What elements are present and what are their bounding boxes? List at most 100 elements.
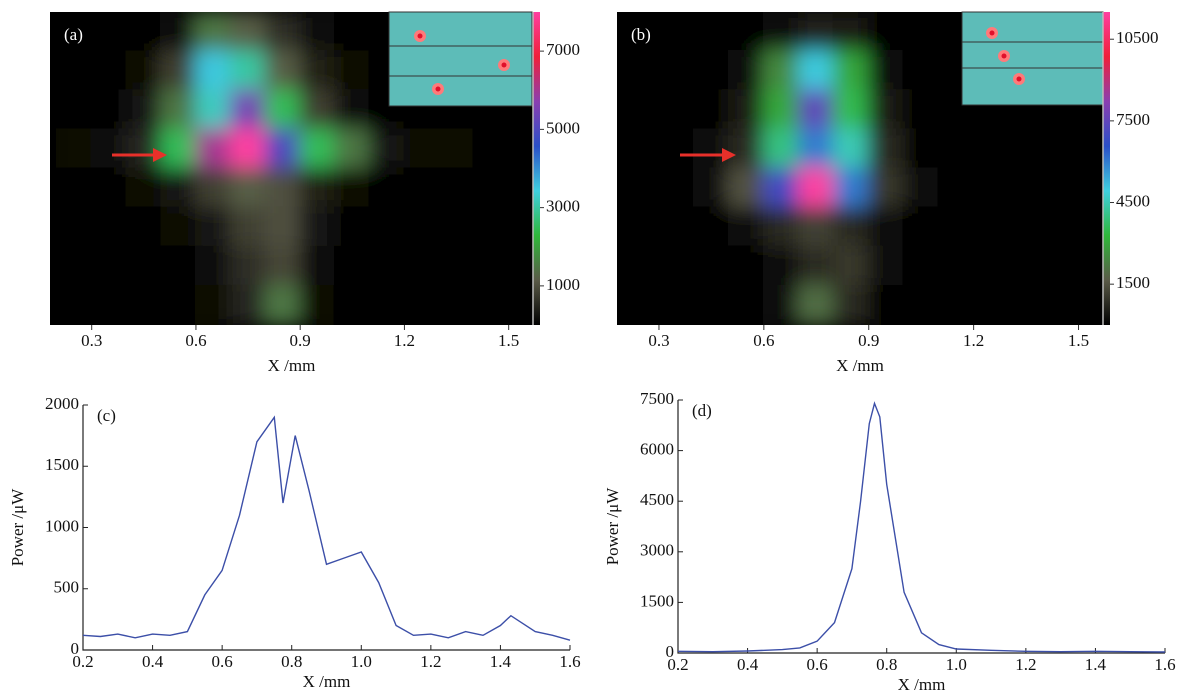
x-tick-label: 0.6 xyxy=(807,655,828,674)
heatmap-cell xyxy=(692,245,730,287)
x-tick-label: 1.0 xyxy=(351,652,372,671)
x-tick-label: 1.4 xyxy=(490,652,512,671)
heatmap-cell xyxy=(832,167,870,209)
heatmap-cell xyxy=(55,167,93,209)
inset-b xyxy=(961,11,1104,106)
heatmap-cell xyxy=(438,167,475,209)
x-tick-label: 0.2 xyxy=(667,655,688,674)
heatmap-cell xyxy=(194,50,232,92)
x-tick-label: 0.2 xyxy=(72,652,93,671)
y-tick-label: 6000 xyxy=(640,440,674,459)
heatmap-cell xyxy=(264,89,302,131)
heatmap-cell xyxy=(902,128,940,170)
y-axis-label: Power /μW xyxy=(603,487,622,566)
heatmap-cell xyxy=(229,89,267,131)
axes-frame xyxy=(82,405,570,651)
heatmap-cell xyxy=(472,128,510,170)
x-axis-label: X /mm xyxy=(268,356,316,375)
y-tick-label: 0 xyxy=(666,642,675,661)
panel-label: (a) xyxy=(64,25,83,44)
heatmap-cell xyxy=(867,12,905,53)
x-tick-label: 1.4 xyxy=(1085,655,1107,674)
heatmap-cell xyxy=(125,245,163,287)
x-tick-label: 1.6 xyxy=(559,652,580,671)
y-tick-label: 1500 xyxy=(640,591,674,610)
x-tick-label: 0.6 xyxy=(185,331,206,350)
colorbar xyxy=(533,12,540,325)
heatmap-cell xyxy=(797,245,835,287)
colorbar-tick-label: 10500 xyxy=(1116,28,1159,47)
heatmap-cell xyxy=(299,167,336,209)
heatmap-cell xyxy=(902,206,940,248)
heatmap-cell xyxy=(90,12,128,53)
heatmap-cell xyxy=(368,128,406,170)
heatmap-cell xyxy=(438,284,475,325)
heatmap-cell xyxy=(622,284,660,325)
heatmap-cell xyxy=(507,245,533,287)
heatmap-cell xyxy=(403,245,441,287)
heatmap-cell xyxy=(622,245,660,287)
heatmap-cell xyxy=(472,245,510,287)
arrow xyxy=(680,148,736,162)
colorbar-tick-label: 4500 xyxy=(1116,191,1150,210)
heatmap-cell xyxy=(1077,284,1103,325)
heatmap-cell xyxy=(937,284,975,325)
heatmap-cell xyxy=(902,284,940,325)
heatmap-cell xyxy=(160,128,197,170)
heatmap-cell xyxy=(229,245,267,287)
colorbar-tick-label: 1500 xyxy=(1116,273,1150,292)
heatmap-cell xyxy=(90,284,128,325)
heatmap-cell xyxy=(622,50,660,92)
x-axis-label: X /mm xyxy=(836,356,884,375)
heatmap-cell xyxy=(333,167,371,209)
x-tick-label: 1.2 xyxy=(963,331,984,350)
heatmap-cell xyxy=(264,245,302,287)
heatmap-cell xyxy=(937,245,975,287)
heatmap-cell xyxy=(55,284,93,325)
heatmap-cell xyxy=(867,284,905,325)
heatmap-cell xyxy=(125,89,163,131)
x-tick-label: 1.5 xyxy=(498,331,519,350)
x-tick-label: 0.8 xyxy=(281,652,302,671)
heatmap-cell xyxy=(727,167,765,209)
x-tick-label: 0.4 xyxy=(737,655,759,674)
heatmap-cell xyxy=(762,284,800,325)
heatmap-cell xyxy=(229,284,267,325)
heatmap-cell xyxy=(692,206,730,248)
heatmap-cell xyxy=(762,12,800,53)
colorbar-tick-label: 1000 xyxy=(546,275,580,294)
heatmap-cell xyxy=(264,50,302,92)
heatmap-cell xyxy=(299,128,336,170)
heatmap-cell xyxy=(867,167,905,209)
heatmap-cell xyxy=(507,206,533,248)
heatmap-cell xyxy=(229,167,267,209)
heatmap-cell xyxy=(160,206,197,248)
heatmap-cell xyxy=(727,128,765,170)
heatmap-cell xyxy=(762,128,800,170)
y-axis-label: Power /μW xyxy=(8,488,27,567)
heatmap-cell xyxy=(368,245,406,287)
y-tick-label: 1500 xyxy=(45,455,79,474)
heatmap-cell xyxy=(403,284,441,325)
heatmap-cell xyxy=(657,12,695,53)
heatmap-cell xyxy=(727,12,765,53)
colorbar-tick-label: 3000 xyxy=(546,197,580,216)
line-panel: 0 500 1000 1500 2000 0.2 0.4 0.6 0.8 1.0 1.2 1.4 1.6… xyxy=(8,394,581,691)
heatmap-cell xyxy=(333,12,371,53)
heatmap-cell xyxy=(438,128,475,170)
heatmap-cell xyxy=(692,284,730,325)
heatmap-cell xyxy=(333,128,371,170)
heatmap-cell xyxy=(762,206,800,248)
heatmap-cell xyxy=(55,128,93,170)
heatmap-cell xyxy=(972,245,1010,287)
data-line xyxy=(677,401,1166,653)
line-panel: 0 1500 3000 4500 6000 7500 0.2 0.4 0.6 0.8 1.0 1.2 1… xyxy=(603,389,1176,694)
heatmap-cell xyxy=(1007,167,1045,209)
x-tick-label: 0.8 xyxy=(876,655,897,674)
heatmap-cell xyxy=(90,245,128,287)
colorbar-tick-label: 5000 xyxy=(546,118,580,137)
heatmap-cell xyxy=(438,206,475,248)
heatmap-cell xyxy=(160,284,197,325)
heatmap-cell xyxy=(797,128,835,170)
heatmap-cell xyxy=(194,89,232,131)
